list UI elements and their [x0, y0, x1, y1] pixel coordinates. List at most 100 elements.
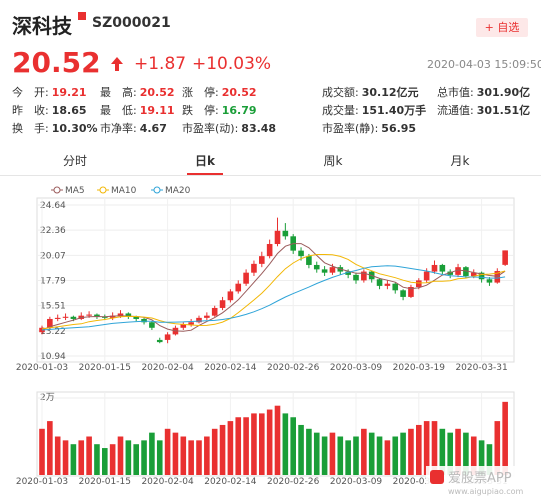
legend-icon — [153, 186, 161, 194]
quote-item: 流通值: 301.51亿 — [437, 102, 530, 118]
candle-body — [259, 256, 265, 264]
candle-body — [204, 315, 210, 318]
quote-label: 换 手: — [12, 122, 49, 135]
price: 20.52 — [12, 46, 101, 79]
quote-item: 昨 收: 18.65 — [12, 102, 87, 118]
volume-bar — [251, 413, 257, 475]
quote-item: 成交量: 151.40万手 — [322, 102, 426, 118]
x-tick-label: 2020-03-09 — [330, 363, 383, 373]
volume-bar — [384, 440, 391, 475]
watermark-name: 爱股票APP — [448, 471, 512, 486]
volume-bar — [156, 440, 163, 475]
volume-bar — [353, 436, 359, 475]
volume-bar — [400, 432, 406, 475]
candle-body — [447, 271, 453, 275]
volume-bar — [164, 428, 171, 475]
quote-value: 151.40万手 — [361, 104, 427, 117]
legend-label: MA20 — [165, 186, 191, 196]
candle-body — [251, 263, 257, 273]
candle-body — [219, 300, 226, 308]
change: +1.87 — [134, 54, 187, 74]
quote-value: 20.52 — [221, 86, 257, 99]
volume-bar — [141, 440, 147, 475]
candle-body — [321, 269, 328, 273]
volume-bar — [502, 401, 508, 475]
candle-body — [180, 324, 187, 328]
volume-bar — [180, 436, 187, 475]
quote-label: 最 高: — [100, 86, 137, 99]
candle-body — [329, 267, 336, 273]
volume-bar — [478, 440, 485, 475]
candle-body — [400, 290, 406, 297]
candle-body — [431, 264, 438, 272]
watermark-url: www.aigupiao.com — [448, 487, 524, 496]
candle-body — [455, 267, 461, 275]
volume-bar — [204, 436, 210, 475]
candle-body — [235, 283, 242, 292]
candle-body — [306, 256, 312, 265]
quote-value: 56.95 — [381, 122, 417, 135]
ma-line — [41, 265, 506, 331]
volume-bar — [423, 421, 430, 475]
tab[interactable]: 日k — [195, 154, 215, 168]
volume-bar — [494, 421, 501, 475]
y-tick-label: 24.64 — [40, 201, 66, 211]
candle-body — [117, 313, 124, 316]
volume-bar — [219, 424, 226, 475]
y-tick-label: 20.07 — [40, 251, 66, 261]
x-tick-label: 2020-02-14 — [204, 477, 257, 487]
volume-bar — [329, 432, 336, 475]
candle-body — [164, 334, 171, 340]
y-tick-label: 13.22 — [40, 327, 66, 337]
candle-body — [266, 244, 273, 257]
quote-label: 成交量: — [322, 104, 359, 117]
quote-label: 跌 停: — [182, 104, 219, 117]
candle-body — [282, 230, 289, 237]
volume-bar — [70, 444, 77, 475]
volume-bar — [125, 440, 132, 475]
quote-value: 18.65 — [51, 104, 87, 117]
x-tick-label: 2020-01-15 — [79, 477, 131, 487]
x-tick-label: 2020-03-31 — [455, 363, 507, 373]
volume-bar — [306, 428, 312, 475]
x-tick-label: 2020-01-03 — [16, 363, 68, 373]
volume-bar — [361, 428, 367, 475]
candle-body — [243, 272, 249, 284]
quote-item: 涨 停: 20.52 — [182, 84, 257, 100]
tab[interactable]: 月k — [450, 154, 470, 168]
volume-bar — [266, 409, 273, 475]
quote-label: 市净率: — [100, 122, 137, 135]
x-tick-label: 2020-01-03 — [16, 477, 68, 487]
y-tick-label: 15.51 — [40, 302, 66, 312]
candle-body — [149, 322, 155, 328]
quote-label: 最 低: — [100, 104, 137, 117]
quote-item: 市盈率(静): 56.95 — [322, 120, 416, 136]
volume-bar — [117, 436, 124, 475]
add-watchlist-button[interactable]: + 自选 — [476, 18, 528, 37]
tab[interactable]: 周k — [323, 154, 343, 168]
tab[interactable]: 分时 — [62, 154, 88, 168]
candle-body — [156, 339, 163, 343]
volume-bar — [416, 424, 422, 475]
volume-bar — [86, 436, 92, 475]
volume-bar — [54, 436, 61, 475]
candle-body — [470, 272, 477, 276]
legend-icon — [99, 186, 107, 194]
volume-bar — [188, 440, 194, 475]
quote-value: 83.48 — [241, 122, 277, 135]
candle-body — [313, 264, 320, 270]
quote-item: 最 低: 19.11 — [100, 102, 175, 118]
candle-body — [227, 291, 234, 301]
candle-body — [478, 272, 485, 280]
x-tick-label: 2020-02-04 — [141, 477, 194, 487]
volume-bar — [243, 417, 249, 475]
badge-icon — [78, 12, 86, 20]
candle-body — [384, 283, 391, 286]
quote-item: 总市值: 301.90亿 — [437, 84, 530, 100]
volume-bar — [486, 444, 493, 475]
y-tick-label: 17.79 — [40, 277, 66, 287]
candle-body — [94, 314, 100, 317]
volume-bar — [313, 432, 320, 475]
x-tick-label: 2020-02-26 — [267, 477, 320, 487]
legend-label: MA10 — [111, 186, 137, 196]
